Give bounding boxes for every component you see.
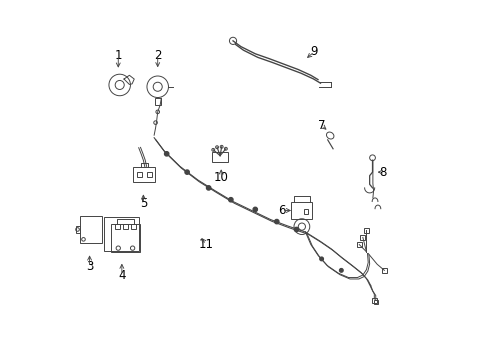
- Text: 10: 10: [213, 171, 228, 184]
- Circle shape: [294, 227, 298, 231]
- Circle shape: [274, 220, 278, 224]
- Text: 2: 2: [154, 49, 161, 62]
- Bar: [154, 98, 161, 104]
- Bar: [136, 172, 142, 177]
- Bar: [371, 298, 376, 303]
- Circle shape: [206, 186, 210, 190]
- Text: 3: 3: [86, 260, 93, 273]
- Text: 9: 9: [310, 45, 318, 58]
- Bar: [304, 209, 307, 213]
- Bar: [360, 235, 365, 240]
- Circle shape: [319, 257, 323, 261]
- Bar: [356, 242, 361, 247]
- Circle shape: [339, 269, 343, 272]
- Text: 7: 7: [317, 119, 325, 132]
- Bar: [381, 268, 386, 273]
- Bar: [104, 217, 139, 251]
- Circle shape: [184, 170, 189, 174]
- Text: 5: 5: [140, 197, 147, 210]
- Bar: [122, 225, 128, 229]
- Bar: [133, 167, 155, 182]
- Bar: [363, 228, 368, 233]
- Text: 4: 4: [118, 269, 125, 282]
- Bar: [110, 224, 140, 252]
- Bar: [115, 225, 120, 229]
- Text: 6: 6: [278, 204, 285, 217]
- Circle shape: [253, 207, 257, 212]
- Text: 1: 1: [114, 49, 122, 62]
- Bar: [80, 216, 102, 243]
- Text: 11: 11: [198, 238, 213, 251]
- Bar: [146, 172, 151, 177]
- Bar: [76, 226, 80, 233]
- Circle shape: [228, 198, 233, 202]
- Circle shape: [164, 152, 168, 156]
- Bar: [373, 300, 378, 305]
- Text: 8: 8: [378, 166, 386, 179]
- Bar: [131, 225, 136, 229]
